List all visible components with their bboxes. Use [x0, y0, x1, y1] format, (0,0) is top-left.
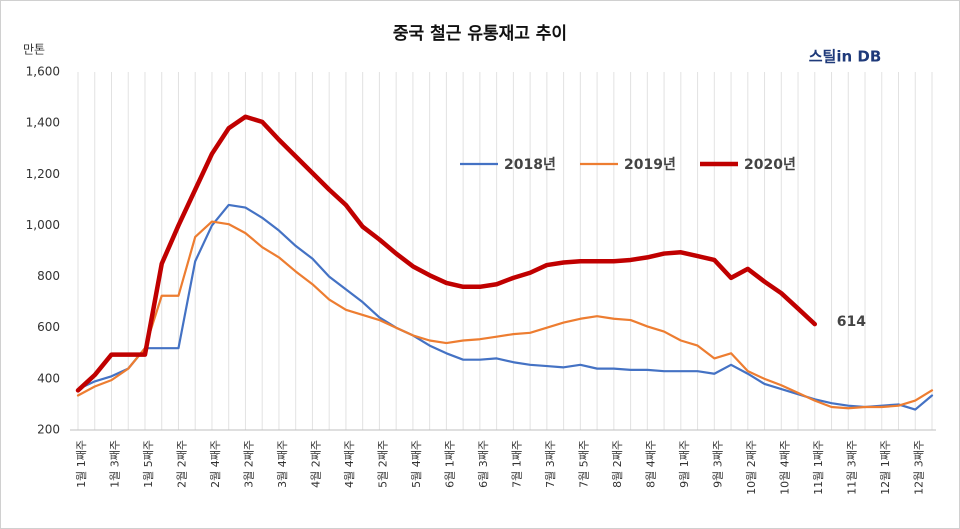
- x-tick-label: 11월 1째주: [812, 440, 825, 495]
- x-tick-label: 6월 1째주: [443, 440, 456, 488]
- x-tick-label: 7월 1째주: [510, 440, 523, 488]
- x-tick-label: 9월 3째주: [711, 440, 724, 488]
- x-tick-label: 8월 2째주: [611, 440, 624, 488]
- y-tick-label: 1,000: [26, 218, 60, 232]
- legend-label: 2019년: [624, 157, 676, 173]
- x-tick-label: 3월 2째주: [242, 440, 255, 488]
- y-tick-label: 200: [37, 423, 60, 437]
- series-line: [76, 220, 934, 410]
- x-tick-label: 1월 3째주: [108, 440, 121, 488]
- y-tick-label: 1,600: [26, 65, 60, 79]
- x-tick-label: 10월 2째주: [745, 440, 758, 495]
- x-tick-label: 12월 3째주: [912, 440, 925, 495]
- y-tick-label: 800: [37, 269, 60, 283]
- legend-label: 2020년: [744, 157, 796, 173]
- x-tick-label: 9월 1째주: [678, 440, 691, 488]
- x-tick-label: 4월 2째주: [309, 440, 322, 488]
- x-tick-label: 1월 1째주: [75, 440, 88, 488]
- x-tick-label: 7월 5째주: [577, 440, 590, 488]
- x-tick-label: 5월 4째주: [410, 440, 423, 488]
- x-tick-label: 10월 4째주: [778, 440, 791, 495]
- x-tick-label: 5월 2째주: [376, 440, 389, 488]
- x-tick-label: 11월 3째주: [845, 440, 858, 495]
- x-tick-label: 3월 4째주: [276, 440, 289, 488]
- x-tick-label: 7월 3째주: [544, 440, 557, 488]
- x-tick-label: 2월 4째주: [209, 440, 222, 488]
- y-tick-label: 400: [37, 371, 60, 385]
- x-tick-label: 12월 1째주: [879, 440, 892, 495]
- logo: 스틸in DB: [809, 48, 882, 66]
- data-label: 614: [837, 314, 866, 330]
- series-line: [75, 114, 818, 393]
- series-line: [76, 203, 934, 411]
- y-tick-label: 1,200: [26, 167, 60, 181]
- chart-title: 중국 철근 유통재고 추이: [393, 24, 567, 44]
- x-tick-label: 6월 3째주: [477, 440, 490, 488]
- x-tick-label: 8월 4째주: [644, 440, 657, 488]
- x-tick-label: 2월 2째주: [175, 440, 188, 488]
- y-tick-label: 1,400: [26, 116, 60, 130]
- x-tick-label: 1월 5째주: [142, 440, 155, 488]
- y-unit: 만톤: [23, 43, 45, 57]
- x-tick-label: 4월 4째주: [343, 440, 356, 488]
- y-tick-label: 600: [37, 320, 60, 334]
- legend-label: 2018년: [504, 157, 556, 173]
